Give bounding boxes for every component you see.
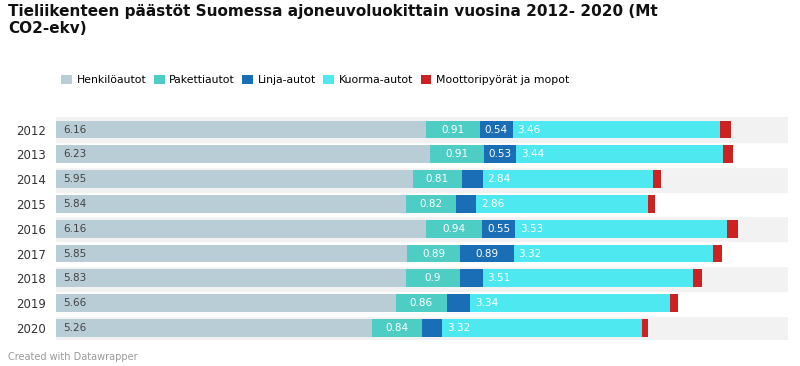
Bar bbox=[482, 170, 653, 188]
Bar bbox=[56, 266, 788, 291]
Bar bbox=[476, 195, 648, 213]
Bar bbox=[461, 244, 514, 262]
Bar bbox=[56, 216, 788, 241]
Bar bbox=[470, 294, 670, 312]
Text: 6.16: 6.16 bbox=[63, 124, 86, 135]
Bar bbox=[56, 269, 406, 287]
Bar bbox=[56, 195, 406, 213]
Bar bbox=[515, 220, 727, 238]
Bar bbox=[413, 170, 462, 188]
Bar bbox=[456, 195, 476, 213]
Text: 3.53: 3.53 bbox=[520, 224, 543, 234]
Bar bbox=[460, 269, 482, 287]
Text: 0.54: 0.54 bbox=[485, 124, 508, 135]
Bar bbox=[462, 170, 482, 188]
Text: 3.32: 3.32 bbox=[518, 249, 542, 258]
Bar bbox=[56, 319, 372, 337]
Text: 0.89: 0.89 bbox=[422, 249, 446, 258]
Bar bbox=[482, 269, 694, 287]
Text: 0.82: 0.82 bbox=[419, 199, 442, 209]
Text: 5.85: 5.85 bbox=[63, 249, 86, 258]
Bar bbox=[442, 319, 642, 337]
Bar bbox=[56, 142, 788, 167]
Text: 5.83: 5.83 bbox=[63, 273, 86, 283]
Bar bbox=[56, 220, 426, 238]
Bar bbox=[482, 220, 515, 238]
Bar bbox=[422, 319, 442, 337]
Bar bbox=[485, 145, 516, 163]
Text: 5.66: 5.66 bbox=[63, 298, 86, 308]
Bar bbox=[670, 294, 678, 312]
Bar bbox=[56, 167, 788, 191]
Bar bbox=[653, 170, 661, 188]
Bar bbox=[694, 269, 702, 287]
Text: 5.95: 5.95 bbox=[63, 174, 86, 184]
Text: 0.55: 0.55 bbox=[487, 224, 510, 234]
Bar bbox=[722, 145, 734, 163]
Text: 5.84: 5.84 bbox=[63, 199, 86, 209]
Text: Created with Datawrapper: Created with Datawrapper bbox=[8, 352, 138, 362]
Bar bbox=[514, 244, 713, 262]
Bar bbox=[447, 294, 470, 312]
Text: 3.32: 3.32 bbox=[447, 323, 470, 333]
Bar bbox=[426, 220, 482, 238]
Bar bbox=[56, 315, 788, 340]
Text: 3.46: 3.46 bbox=[518, 124, 541, 135]
Legend: Henkilöautot, Pakettiautot, Linja-autot, Kuorma-autot, Moottoripyörät ja mopot: Henkilöautot, Pakettiautot, Linja-autot,… bbox=[62, 75, 569, 85]
Bar bbox=[56, 145, 430, 163]
Text: 0.94: 0.94 bbox=[442, 224, 466, 234]
Text: 0.53: 0.53 bbox=[489, 149, 512, 159]
Text: 0.81: 0.81 bbox=[426, 174, 449, 184]
Bar bbox=[648, 195, 655, 213]
Bar bbox=[407, 244, 461, 262]
Text: 2.86: 2.86 bbox=[481, 199, 504, 209]
Bar bbox=[713, 244, 722, 262]
Bar bbox=[480, 120, 513, 138]
Bar bbox=[516, 145, 722, 163]
Text: 0.84: 0.84 bbox=[386, 323, 408, 333]
Bar bbox=[56, 117, 788, 142]
Bar bbox=[56, 120, 426, 138]
Text: 6.23: 6.23 bbox=[63, 149, 86, 159]
Bar bbox=[396, 294, 447, 312]
Text: 0.89: 0.89 bbox=[475, 249, 498, 258]
Bar bbox=[56, 191, 788, 216]
Text: 2.84: 2.84 bbox=[487, 174, 510, 184]
Text: 0.91: 0.91 bbox=[442, 124, 465, 135]
Bar bbox=[372, 319, 422, 337]
Bar bbox=[720, 120, 731, 138]
Bar bbox=[56, 244, 407, 262]
Bar bbox=[727, 220, 738, 238]
Text: 3.44: 3.44 bbox=[521, 149, 544, 159]
Bar bbox=[513, 120, 720, 138]
Bar bbox=[406, 195, 456, 213]
Bar bbox=[56, 294, 396, 312]
Bar bbox=[426, 120, 480, 138]
Text: 0.9: 0.9 bbox=[425, 273, 441, 283]
Bar bbox=[56, 241, 788, 266]
Text: 0.91: 0.91 bbox=[446, 149, 469, 159]
Bar bbox=[56, 170, 413, 188]
Bar bbox=[642, 319, 648, 337]
Bar bbox=[430, 145, 485, 163]
Text: 3.34: 3.34 bbox=[475, 298, 498, 308]
Bar bbox=[56, 291, 788, 315]
Text: 5.26: 5.26 bbox=[63, 323, 86, 333]
Bar bbox=[406, 269, 460, 287]
Text: 3.51: 3.51 bbox=[487, 273, 510, 283]
Text: 0.86: 0.86 bbox=[410, 298, 433, 308]
Text: 6.16: 6.16 bbox=[63, 224, 86, 234]
Text: Tieliikenteen päästöt Suomessa ajoneuvoluokittain vuosina 2012- 2020 (Mt
CO2-ekv: Tieliikenteen päästöt Suomessa ajoneuvol… bbox=[8, 4, 658, 36]
